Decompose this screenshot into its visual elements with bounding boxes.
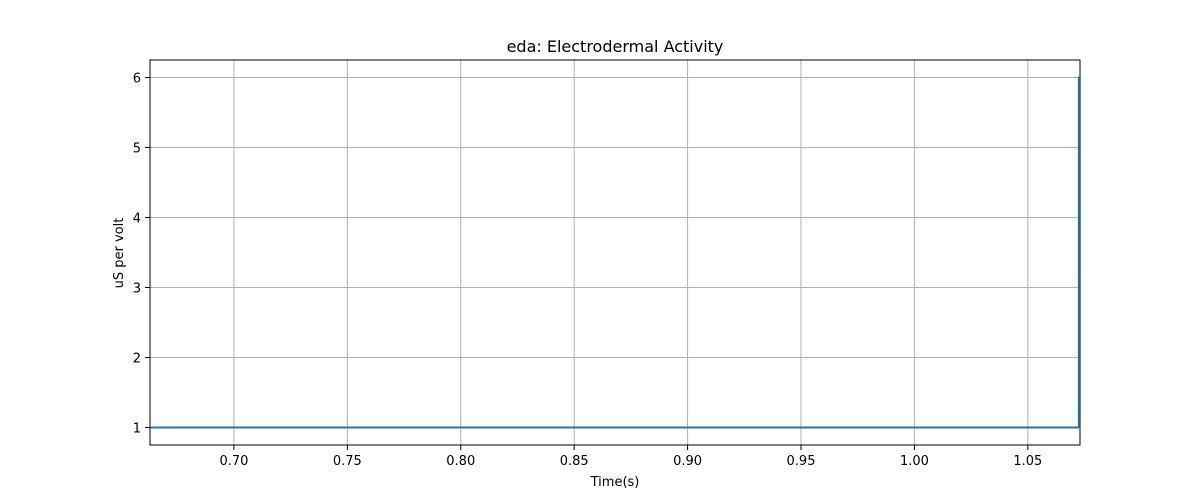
plot-area [149,59,1081,446]
x-tick-label: 0.75 [333,454,362,469]
y-tick-label: 2 [133,352,141,367]
x-tick-label: 0.85 [560,454,589,469]
series-line-0 [150,76,1080,429]
x-tick-label: 0.90 [673,454,702,469]
y-tick-label: 5 [133,142,141,157]
x-tick-label: 1.05 [1013,454,1042,469]
x-axis-label: Time(s) [590,475,640,490]
x-axis: 0.70 0.75 0.80 0.85 0.90 0.95 1.00 1.05 [219,445,1042,469]
x-tick-label: 0.70 [219,454,248,469]
y-tick-label: 6 [133,72,141,87]
y-tick-label: 1 [133,422,141,437]
x-tick-label: 1.00 [900,454,929,469]
x-tick-label: 0.80 [446,454,475,469]
y-axis: 1 2 3 4 5 6 [133,72,150,437]
y-tick-label: 3 [133,282,141,297]
x-tick-label: 0.95 [787,454,816,469]
y-axis-label: uS per volt [112,218,127,289]
chart-title: eda: Electrodermal Activity [507,37,724,56]
grid-lines [150,60,1080,445]
y-tick-label: 4 [133,212,141,227]
series-layer [150,76,1080,429]
